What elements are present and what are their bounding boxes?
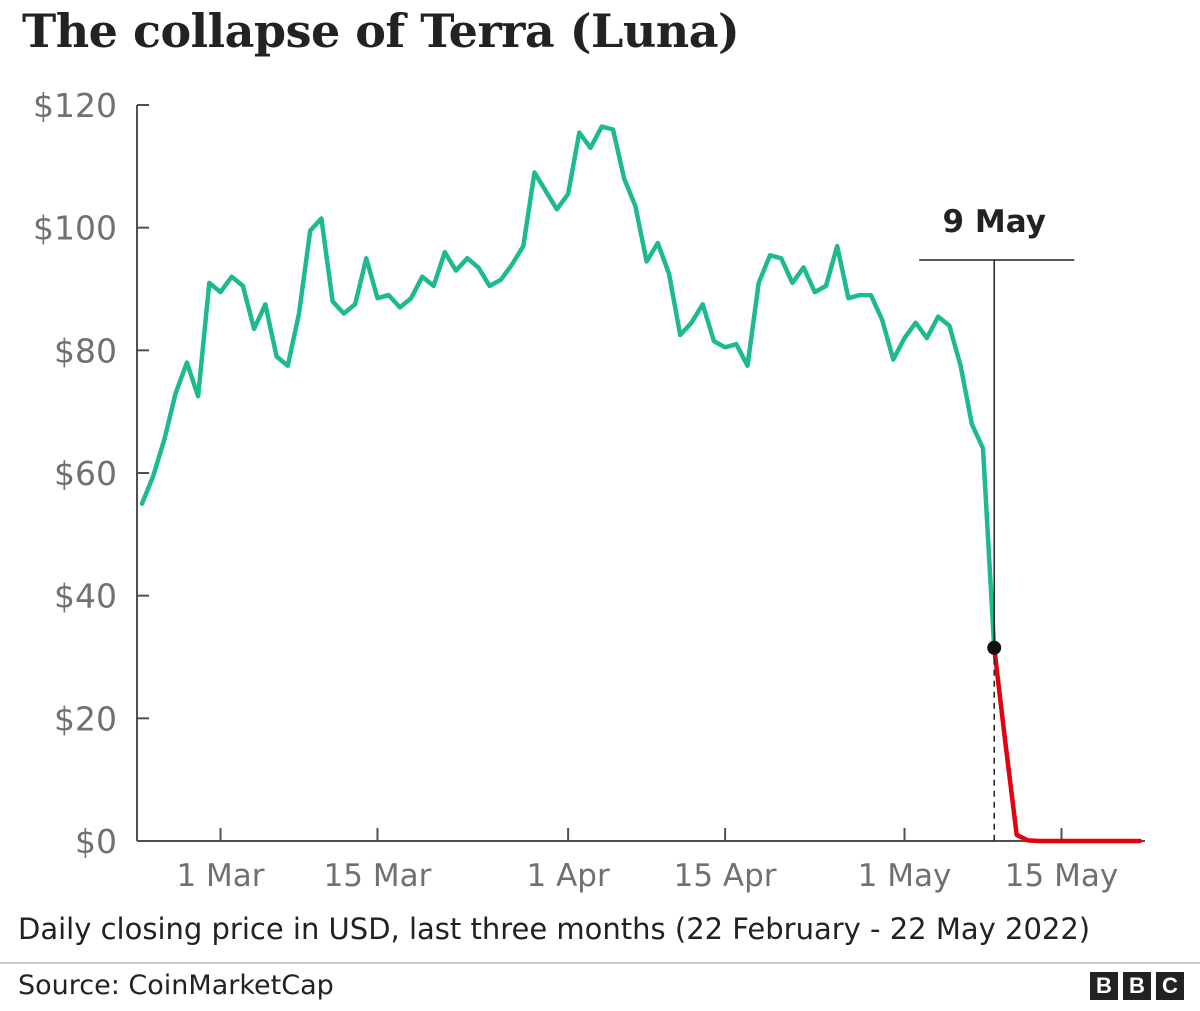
bbc-logo-b2: B — [1123, 972, 1151, 1000]
y-tick-label: $80 — [54, 331, 117, 370]
y-tick-label: $60 — [54, 454, 117, 493]
price-line-after — [991, 645, 1143, 844]
x-tick-label: 1 Mar — [176, 858, 264, 894]
chart-title: The collapse of Terra (Luna) — [22, 4, 740, 58]
bbc-logo: B B C — [1090, 972, 1184, 1000]
x-tick-label: 1 Apr — [527, 858, 610, 894]
y-tick-label: $40 — [54, 577, 117, 616]
footer-divider — [0, 962, 1200, 964]
y-tick-label: $120 — [33, 86, 117, 125]
y-tick-label: $100 — [33, 209, 117, 248]
line-chart: $0 $20 $40 $60 $80 $100 $120 1 Mar 15 Mar 1 Apr 15… — [33, 86, 1145, 894]
y-tick-label: $20 — [54, 699, 117, 738]
bbc-logo-b1: B — [1090, 972, 1118, 1000]
x-tick-label: 15 Mar — [324, 858, 432, 894]
price-line-before — [139, 124, 997, 651]
bbc-logo-c: C — [1156, 972, 1184, 1000]
x-tick-label: 15 May — [1005, 858, 1118, 894]
x-tick-label: 1 May — [858, 858, 952, 894]
chart-source: Source: CoinMarketCap — [18, 970, 334, 1001]
annotation-point — [987, 640, 1002, 655]
annotation-label: 9 May — [943, 204, 1046, 240]
chart-subtitle: Daily closing price in USD, last three m… — [18, 912, 1091, 946]
y-tick-label: $0 — [75, 822, 117, 861]
x-tick-label: 15 Apr — [674, 858, 777, 894]
